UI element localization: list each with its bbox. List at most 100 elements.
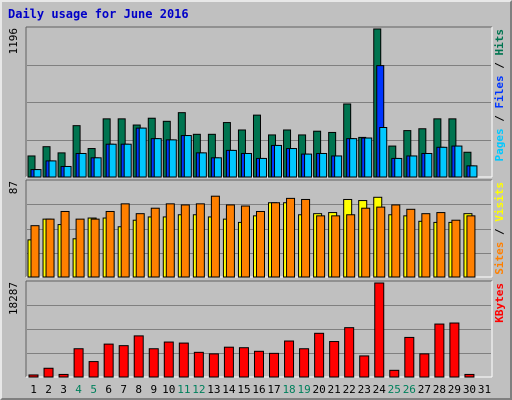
bar-kbytes	[163, 341, 174, 378]
bar-kbytes	[464, 373, 475, 378]
x-tick-label: 2	[45, 383, 52, 396]
x-tick-label: 22	[343, 383, 356, 396]
x-tick-label: 14	[222, 383, 236, 396]
bar-sites	[406, 208, 416, 278]
x-tick-label: 15	[237, 383, 250, 396]
bar-kbytes	[253, 350, 264, 378]
chart-title: Daily usage for June 2016	[8, 7, 189, 21]
legend-pages: Pages	[493, 128, 506, 161]
x-tick-label: 26	[403, 383, 416, 396]
bar-sites	[120, 203, 130, 278]
bar-kbytes	[58, 373, 69, 378]
x-axis-labels: 1 2 3 4 5 6 7 8 9 10 11 12 13 14 15 16 17 18 19 20 21 22 23 24 2…	[30, 383, 491, 396]
bar-pages	[108, 143, 117, 178]
bar-sites	[451, 219, 461, 278]
bar-kbytes	[269, 352, 280, 378]
bar-kbytes	[374, 282, 385, 378]
bar-sites	[436, 212, 446, 278]
bar-sites	[195, 203, 205, 278]
bar-pages	[63, 165, 72, 178]
x-tick-label: 3	[60, 383, 67, 396]
x-tick-label: 30	[463, 383, 476, 396]
x-tick-label: 17	[267, 383, 280, 396]
x-tick-label: 6	[105, 383, 112, 396]
x-tick-label: 19	[297, 383, 310, 396]
x-tick-label: 29	[448, 383, 461, 396]
panel-kbytes: 18287 KBytes	[7, 280, 506, 378]
bar-sites	[150, 207, 160, 278]
x-tick-label: 4	[75, 383, 82, 396]
bar-sites	[316, 215, 326, 278]
x-tick-label: 23	[358, 383, 371, 396]
bar-kbytes	[299, 348, 310, 378]
bar-kbytes	[404, 336, 415, 378]
y-max-label: 18287	[7, 282, 20, 315]
panel-visits-sites: 87 Sites / Visits	[7, 179, 506, 278]
bar-pages	[469, 165, 478, 178]
x-tick-label: 18	[282, 383, 295, 396]
bar-sites	[301, 198, 311, 278]
bar-sites	[105, 210, 115, 278]
bar-kbytes	[133, 335, 144, 378]
bar-sites	[90, 218, 100, 278]
bar-kbytes	[344, 327, 355, 378]
bar-pages	[454, 145, 463, 178]
bar-pages	[123, 143, 132, 178]
bar-kbytes	[314, 332, 325, 378]
bar-sites	[391, 204, 401, 278]
bar-kbytes	[118, 345, 129, 378]
bar-sites	[30, 225, 40, 278]
bar-kbytes	[449, 322, 460, 378]
legend-files: Files	[493, 75, 506, 108]
bar-kbytes	[359, 355, 370, 378]
bar-sites	[180, 204, 190, 278]
bar-pages	[198, 152, 207, 178]
x-tick-label: 31	[478, 383, 491, 396]
bar-pages	[424, 152, 433, 178]
legend-sites: Sites	[493, 242, 506, 275]
x-tick-label: 28	[433, 383, 446, 396]
x-tick-label: 21	[328, 383, 341, 396]
bar-pages	[138, 127, 147, 178]
legend-visits: Visits	[493, 182, 506, 222]
x-tick-label: 9	[150, 383, 157, 396]
panel-hits-files-pages: 1196 Pages / Files / Hits	[7, 26, 506, 178]
x-tick-label: 13	[207, 383, 220, 396]
bar-pages	[274, 144, 283, 178]
bar-sites	[255, 210, 265, 278]
bar-pages	[213, 157, 222, 178]
legend-separator: /	[493, 109, 506, 129]
bar-pages	[334, 155, 343, 178]
x-tick-label: 16	[252, 383, 265, 396]
bar-sites	[135, 213, 145, 278]
bar-pages	[379, 127, 388, 178]
bar-pages	[78, 152, 87, 178]
bar-kbytes	[419, 353, 430, 378]
bar-pages	[409, 155, 418, 178]
bar-sites	[376, 206, 386, 278]
bar-pages	[349, 138, 358, 178]
bar-kbytes	[329, 341, 340, 378]
bar-pages	[289, 148, 298, 178]
bar-pages	[168, 139, 177, 178]
bar-kbytes	[284, 340, 295, 378]
x-tick-label: 1	[30, 383, 37, 396]
bar-kbytes	[434, 323, 445, 378]
legend: Pages / Files / Hits	[493, 29, 506, 162]
bar-pages	[228, 149, 237, 178]
bar-sites	[210, 195, 220, 278]
bar-sites	[421, 213, 431, 278]
y-max-label: 87	[7, 181, 20, 194]
legend: Sites / Visits	[493, 182, 506, 275]
legend-separator: /	[493, 56, 506, 76]
bar-pages	[364, 137, 373, 178]
bar-kbytes	[193, 351, 204, 378]
x-tick-label: 7	[120, 383, 127, 396]
bar-sites	[45, 218, 55, 278]
legend-kbytes: KBytes	[493, 283, 506, 323]
bar-sites	[271, 202, 281, 278]
bar-sites	[225, 204, 235, 278]
bar-sites	[165, 203, 175, 278]
bar-sites	[466, 215, 476, 278]
bar-kbytes	[208, 353, 219, 378]
